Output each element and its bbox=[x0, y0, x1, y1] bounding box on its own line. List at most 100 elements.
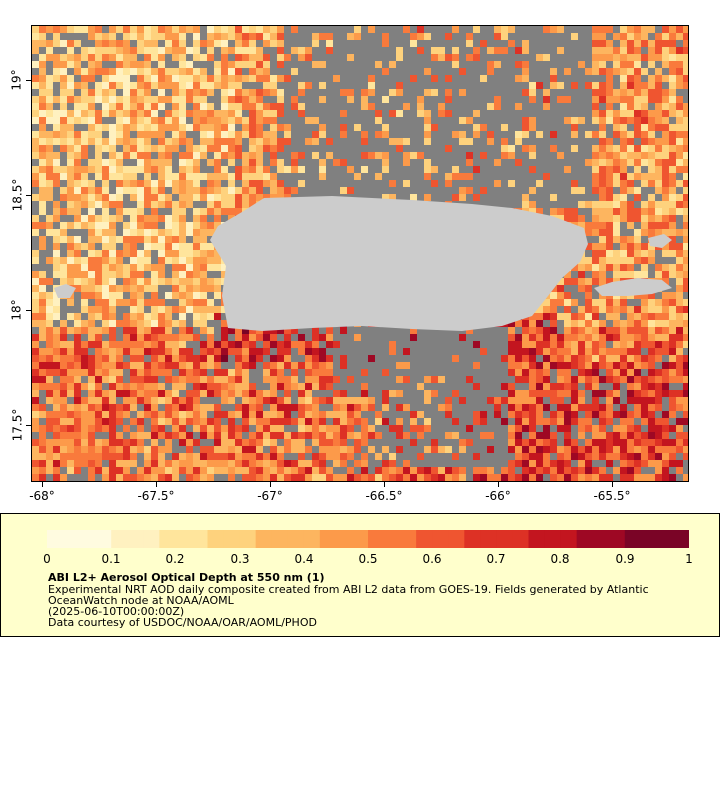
aod-cell bbox=[585, 278, 592, 285]
aod-cell bbox=[88, 187, 95, 194]
aod-cell bbox=[648, 243, 655, 250]
aod-cell bbox=[214, 208, 221, 215]
aod-cell bbox=[263, 33, 270, 40]
aod-cell bbox=[179, 26, 186, 33]
aod-cell bbox=[606, 474, 613, 481]
aod-cell bbox=[277, 54, 284, 61]
aod-cell bbox=[88, 61, 95, 68]
aod-cell bbox=[158, 306, 165, 313]
aod-cell bbox=[39, 278, 46, 285]
aod-cell bbox=[81, 215, 88, 222]
aod-cell bbox=[270, 376, 277, 383]
aod-cell bbox=[592, 110, 599, 117]
aod-cell bbox=[312, 341, 319, 348]
aod-cell bbox=[648, 124, 655, 131]
aod-cell bbox=[74, 348, 81, 355]
aod-cell bbox=[102, 313, 109, 320]
aod-cell bbox=[242, 362, 249, 369]
aod-cell bbox=[81, 75, 88, 82]
aod-cell bbox=[382, 194, 389, 201]
aod-cell bbox=[46, 54, 53, 61]
aod-cell bbox=[564, 271, 571, 278]
aod-cell bbox=[158, 341, 165, 348]
aod-cell bbox=[221, 481, 228, 482]
aod-cell bbox=[557, 313, 564, 320]
aod-cell bbox=[88, 432, 95, 439]
aod-cell bbox=[88, 467, 95, 474]
aod-cell bbox=[214, 40, 221, 47]
aod-cell bbox=[613, 341, 620, 348]
aod-cell bbox=[347, 432, 354, 439]
aod-cell bbox=[102, 362, 109, 369]
aod-cell bbox=[627, 306, 634, 313]
aod-cell bbox=[459, 138, 466, 145]
aod-cell bbox=[627, 68, 634, 75]
aod-cell bbox=[165, 124, 172, 131]
aod-cell bbox=[326, 411, 333, 418]
aod-cell bbox=[606, 75, 613, 82]
aod-cell bbox=[179, 89, 186, 96]
aod-cell bbox=[60, 390, 67, 397]
aod-cell bbox=[32, 229, 39, 236]
aod-cell bbox=[487, 61, 494, 68]
aod-cell bbox=[179, 166, 186, 173]
aod-cell bbox=[312, 460, 319, 467]
aod-cell bbox=[193, 145, 200, 152]
aod-cell bbox=[67, 264, 74, 271]
aod-cell bbox=[256, 334, 263, 341]
aod-cell bbox=[655, 201, 662, 208]
aod-cell bbox=[200, 467, 207, 474]
aod-cell bbox=[641, 481, 648, 482]
aod-cell bbox=[424, 131, 431, 138]
aod-cell bbox=[326, 425, 333, 432]
aod-cell bbox=[88, 159, 95, 166]
aod-cell bbox=[557, 208, 564, 215]
aod-cell bbox=[263, 390, 270, 397]
aod-cell bbox=[298, 481, 305, 482]
aod-cell bbox=[32, 180, 39, 187]
aod-cell bbox=[179, 187, 186, 194]
aod-cell bbox=[319, 131, 326, 138]
aod-cell bbox=[256, 68, 263, 75]
aod-cell bbox=[620, 418, 627, 425]
aod-cell bbox=[529, 425, 536, 432]
aod-cell bbox=[627, 33, 634, 40]
aod-cell bbox=[179, 61, 186, 68]
aod-cell bbox=[382, 467, 389, 474]
aod-cell bbox=[172, 292, 179, 299]
aod-cell bbox=[60, 362, 67, 369]
puerto-rico-landmass bbox=[210, 196, 588, 331]
aod-cell bbox=[634, 215, 641, 222]
aod-cell bbox=[669, 103, 676, 110]
aod-cell bbox=[676, 334, 683, 341]
aod-cell bbox=[53, 369, 60, 376]
aod-cell bbox=[284, 376, 291, 383]
aod-cell bbox=[172, 397, 179, 404]
aod-cell bbox=[179, 376, 186, 383]
aod-cell bbox=[620, 355, 627, 362]
aod-cell bbox=[487, 131, 494, 138]
aod-cell bbox=[676, 194, 683, 201]
aod-cell bbox=[46, 180, 53, 187]
lon-label-68: -68° bbox=[29, 489, 55, 503]
aod-cell bbox=[144, 26, 151, 33]
aod-cell bbox=[683, 40, 688, 47]
aod-cell bbox=[88, 68, 95, 75]
aod-cell bbox=[53, 208, 60, 215]
aod-cell bbox=[648, 460, 655, 467]
aod-cell bbox=[284, 138, 291, 145]
aod-cell bbox=[193, 222, 200, 229]
aod-cell bbox=[200, 257, 207, 264]
aod-cell bbox=[186, 229, 193, 236]
aod-cell bbox=[179, 383, 186, 390]
aod-cell bbox=[396, 404, 403, 411]
aod-cell bbox=[186, 474, 193, 481]
aod-cell bbox=[417, 432, 424, 439]
aod-cell bbox=[403, 180, 410, 187]
aod-cell bbox=[466, 54, 473, 61]
aod-cell bbox=[151, 166, 158, 173]
aod-cell bbox=[60, 173, 67, 180]
aod-cell bbox=[627, 145, 634, 152]
aod-cell bbox=[599, 404, 606, 411]
aod-cell bbox=[557, 362, 564, 369]
